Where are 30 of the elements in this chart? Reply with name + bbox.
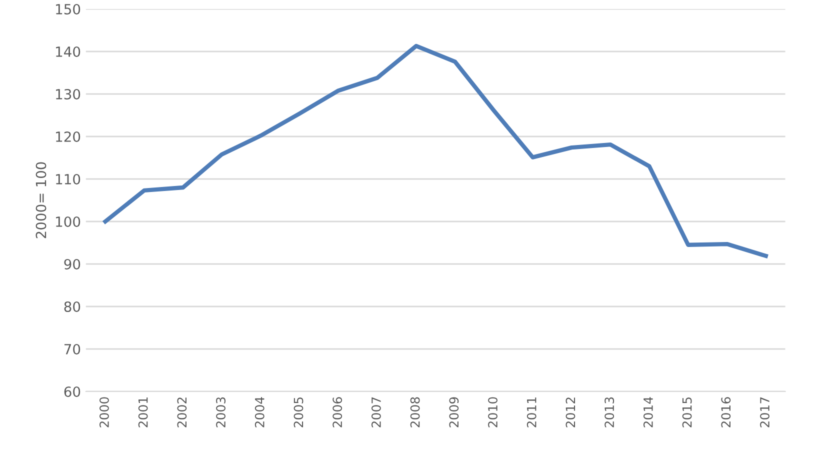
x-tick-label: 2013 — [604, 397, 614, 428]
y-tick-label: 110 — [56, 174, 80, 184]
x-tick-label: 2012 — [566, 398, 576, 428]
y-tick-label: 120 — [56, 131, 80, 142]
x-tick-label: 2015 — [682, 397, 692, 428]
y-axis-title: 2000= 100 — [36, 162, 46, 238]
x-tick-label: 2002 — [177, 398, 187, 428]
x-tick-label: 2004 — [254, 397, 264, 428]
x-tick-label: 2007 — [371, 397, 381, 428]
x-tick-label: 2008 — [410, 397, 420, 428]
x-tick-label: 2001 — [138, 398, 148, 428]
y-tick-label: 100 — [56, 216, 80, 227]
y-tick-label: 80 — [64, 301, 80, 312]
y-tick-label: 130 — [56, 88, 80, 100]
x-tick-label: 2016 — [721, 397, 731, 428]
x-tick-label: 2006 — [332, 397, 342, 428]
x-tick-label: 2011 — [526, 398, 536, 428]
y-tick-label: 140 — [56, 46, 80, 57]
x-tick-label: 2017 — [760, 397, 770, 428]
x-tick-label: 2010 — [488, 397, 498, 428]
y-tick-label: 90 — [64, 258, 80, 270]
y-tick-label: 150 — [56, 4, 80, 14]
y-tick-label: 60 — [64, 386, 80, 397]
x-tick-label: 2003 — [216, 397, 226, 428]
x-tick-label: 2000 — [99, 397, 109, 428]
x-tick-label: 2005 — [294, 397, 304, 428]
y-tick-label: 70 — [64, 344, 80, 354]
x-tick-label: 2014 — [643, 397, 653, 428]
line-series — [103, 44, 768, 258]
x-tick-label: 2009 — [449, 397, 459, 428]
